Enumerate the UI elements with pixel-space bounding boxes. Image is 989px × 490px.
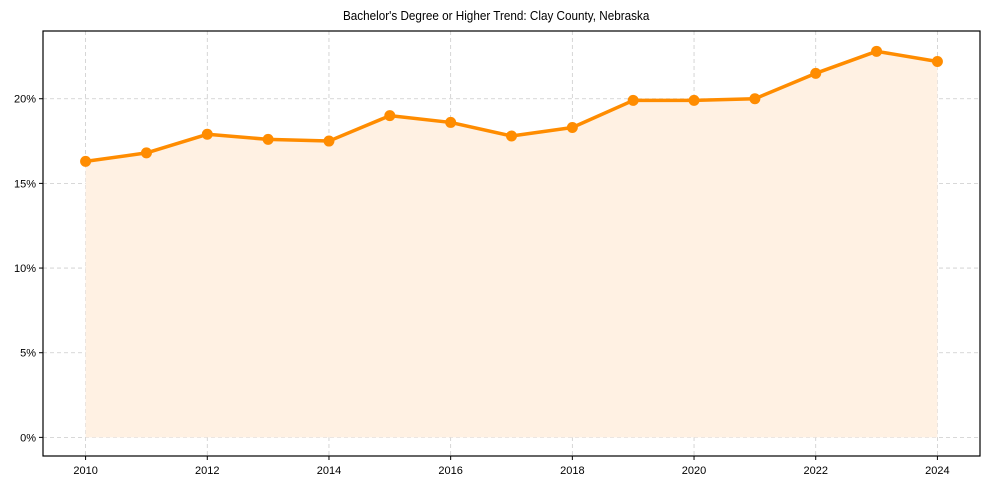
data-point bbox=[506, 130, 517, 142]
area-fill bbox=[85, 51, 938, 438]
data-markers bbox=[80, 45, 943, 167]
data-point bbox=[201, 128, 213, 140]
x-tick-label: 2016 bbox=[438, 465, 462, 477]
data-point bbox=[810, 67, 822, 79]
x-axis: 2010 2012 2014 2016 2018 2020 2022 2024 bbox=[73, 456, 950, 477]
x-tick-label: 2020 bbox=[682, 465, 706, 477]
y-tick-label: 10% bbox=[14, 263, 36, 275]
x-tick-label: 2024 bbox=[925, 465, 949, 477]
data-point bbox=[749, 93, 761, 105]
data-point bbox=[871, 45, 883, 57]
y-axis: 0% 5% 10% 15% 20% bbox=[14, 94, 43, 444]
x-tick-label: 2012 bbox=[195, 465, 219, 477]
chart-title: Bachelor's Degree or Higher Trend: Clay … bbox=[342, 8, 650, 23]
data-point bbox=[262, 133, 274, 145]
y-tick-label: 0% bbox=[20, 432, 36, 444]
data-point bbox=[445, 116, 457, 128]
x-tick-label: 2018 bbox=[560, 465, 584, 477]
data-point bbox=[140, 147, 152, 159]
data-point bbox=[80, 155, 92, 167]
y-tick-label: 20% bbox=[14, 94, 36, 106]
x-tick-label: 2014 bbox=[317, 465, 341, 477]
data-point bbox=[688, 94, 700, 106]
y-tick-label: 5% bbox=[20, 348, 36, 360]
y-tick-label: 15% bbox=[14, 178, 36, 190]
x-tick-label: 2022 bbox=[803, 465, 827, 477]
data-point bbox=[627, 94, 639, 106]
x-tick-label: 2010 bbox=[73, 465, 97, 477]
data-point bbox=[931, 55, 943, 67]
plot-frame bbox=[42, 30, 981, 457]
data-point bbox=[323, 135, 335, 147]
data-point bbox=[384, 110, 396, 122]
data-point bbox=[566, 122, 578, 134]
